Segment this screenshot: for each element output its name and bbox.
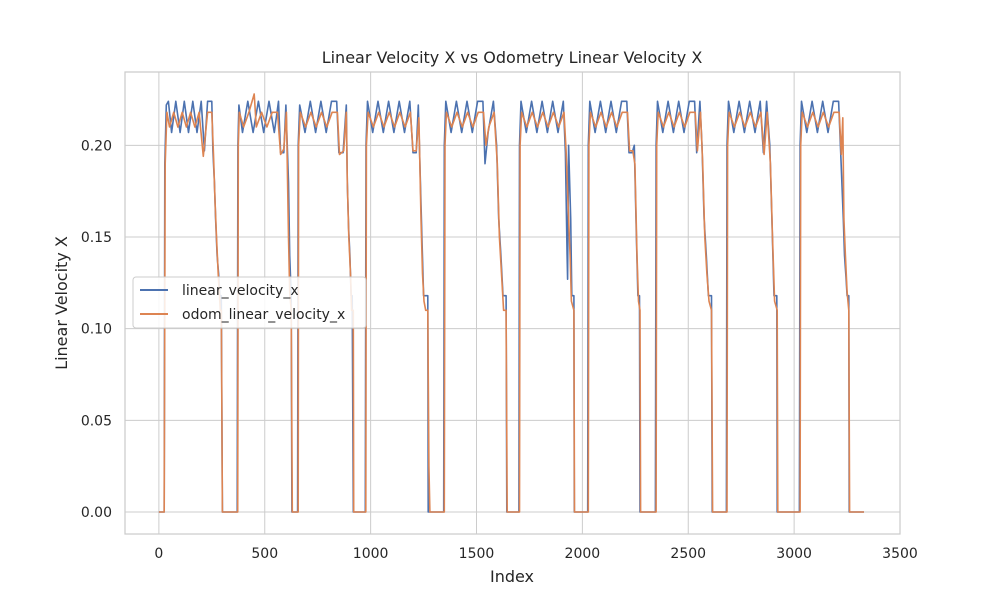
series-line-linear-velocity-x [158,100,864,513]
y-tick-labels: 0.00 0.05 0.10 0.15 0.20 [81,138,112,521]
x-tick-labels: 0 500 1000 1500 2000 2500 3000 3500 [154,546,917,562]
x-tick-label: 3500 [882,546,918,562]
y-axis-label: Linear Velocity X [52,236,71,370]
legend: linear_velocity_x odom_linear_velocity_x [132,276,367,329]
x-tick-label: 0 [154,546,163,562]
y-tick-label: 0.10 [81,322,112,338]
x-tick-label: 500 [251,546,278,562]
plot-frame [124,71,901,535]
y-grid-lines [125,144,900,513]
y-tick-label: 0.15 [81,230,112,246]
legend-label-odom-linear-velocity-x: odom_linear_velocity_x [182,307,345,323]
x-tick-label: 2500 [670,546,706,562]
legend-box [132,276,367,329]
legend-label-linear-velocity-x: linear_velocity_x [182,283,299,299]
x-tick-label: 1000 [353,546,389,562]
y-tick-label: 0.20 [81,138,112,154]
series-lines [158,93,864,513]
series-line-odom-linear-velocity-x [158,93,864,513]
x-tick-label: 1500 [459,546,495,562]
y-tick-label: 0.00 [81,505,112,521]
chart-title: Linear Velocity X vs Odometry Linear Vel… [322,48,703,67]
y-tick-label: 0.05 [81,413,112,429]
x-tick-label: 2000 [565,546,601,562]
x-tick-label: 3000 [776,546,812,562]
x-axis-label: Index [490,567,534,586]
